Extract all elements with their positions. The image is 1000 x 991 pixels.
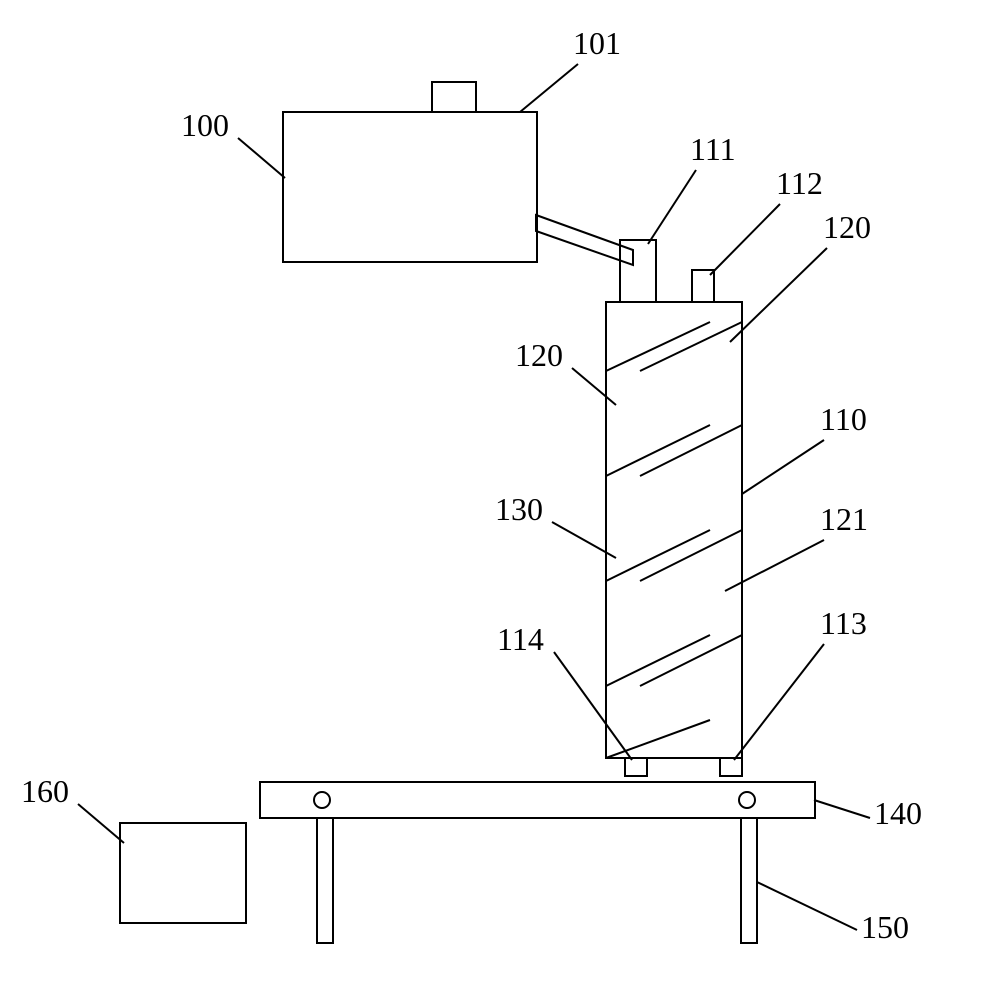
leader-114 bbox=[554, 652, 632, 760]
tube-outlet-right bbox=[720, 758, 742, 776]
baffle-left-4 bbox=[606, 720, 710, 758]
table-leg-left bbox=[317, 818, 333, 943]
tank-spout bbox=[536, 215, 633, 265]
technical-diagram: 1011001111121201201101301211141131601401… bbox=[0, 0, 1000, 991]
leader-111 bbox=[648, 170, 696, 244]
baffle-right-2 bbox=[640, 530, 742, 581]
label-140: 140 bbox=[874, 795, 922, 831]
baffle-left-3 bbox=[606, 635, 710, 686]
tube-inlet bbox=[620, 240, 656, 302]
leader-160 bbox=[78, 804, 124, 843]
label-120b: 120 bbox=[515, 337, 563, 373]
label-112: 112 bbox=[776, 165, 823, 201]
leader-150 bbox=[757, 882, 857, 930]
leader-121 bbox=[725, 540, 824, 591]
baffle-left-2 bbox=[606, 530, 710, 581]
baffle-right-1 bbox=[640, 425, 742, 476]
tube-body bbox=[606, 302, 742, 758]
baffle-left-1 bbox=[606, 425, 710, 476]
baffle-left-0 bbox=[606, 322, 710, 371]
collection-box bbox=[120, 823, 246, 923]
label-120a: 120 bbox=[823, 209, 871, 245]
label-110: 110 bbox=[820, 401, 867, 437]
label-100: 100 bbox=[181, 107, 229, 143]
tank-body bbox=[283, 112, 537, 262]
label-101: 101 bbox=[573, 25, 621, 61]
leader-140 bbox=[814, 800, 870, 818]
baffle-right-0 bbox=[640, 322, 742, 371]
table-hole-right bbox=[739, 792, 755, 808]
leader-112 bbox=[710, 204, 780, 275]
leader-110 bbox=[742, 440, 824, 494]
label-114: 114 bbox=[497, 621, 544, 657]
leader-100 bbox=[238, 138, 285, 178]
table-leg-right bbox=[741, 818, 757, 943]
leader-113 bbox=[734, 644, 824, 760]
label-113: 113 bbox=[820, 605, 867, 641]
tube-outlet-left bbox=[625, 758, 647, 776]
label-111: 111 bbox=[690, 131, 736, 167]
label-130: 130 bbox=[495, 491, 543, 527]
leader-120a bbox=[730, 248, 827, 342]
leader-101 bbox=[520, 64, 578, 112]
table-hole-left bbox=[314, 792, 330, 808]
label-160: 160 bbox=[21, 773, 69, 809]
tank-top-port bbox=[432, 82, 476, 112]
label-150: 150 bbox=[861, 909, 909, 945]
leader-120b bbox=[572, 368, 616, 405]
table-top bbox=[260, 782, 815, 818]
label-121: 121 bbox=[820, 501, 868, 537]
baffle-right-3 bbox=[640, 635, 742, 686]
